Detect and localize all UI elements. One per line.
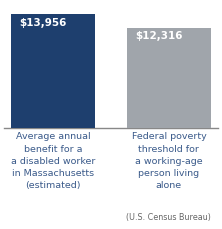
Text: $12,316: $12,316 (135, 31, 183, 41)
Text: $13,956: $13,956 (20, 18, 67, 28)
Bar (11, 15, 95, 129)
Text: Federal poverty
threshold for
a working-age
person living
alone: Federal poverty threshold for a working-… (132, 132, 206, 189)
Text: (U.S. Census Bureau): (U.S. Census Bureau) (127, 212, 211, 221)
Text: Average annual
benefit for a
a disabled worker
in Massachusetts
(estimated): Average annual benefit for a a disabled … (11, 132, 95, 189)
Bar (127, 28, 211, 129)
